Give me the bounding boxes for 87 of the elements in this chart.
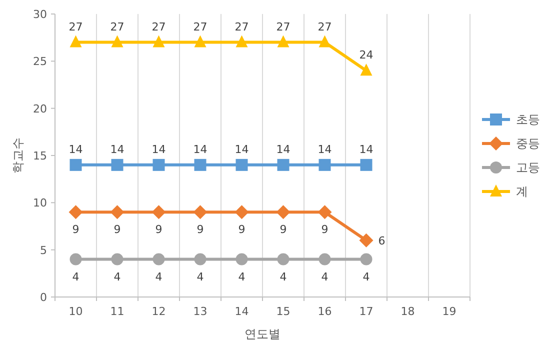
y-tick-label: 5 — [40, 244, 47, 257]
point — [236, 253, 248, 266]
x-tick-label: 13 — [193, 305, 208, 318]
data-label: 4 — [321, 270, 328, 284]
data-label: 9 — [238, 223, 246, 236]
data-label: 4 — [196, 270, 204, 284]
point — [70, 35, 82, 48]
legend-label: 중등 — [516, 136, 540, 150]
point — [70, 158, 82, 171]
point — [194, 35, 206, 48]
data-label: 14 — [193, 142, 208, 156]
point — [360, 64, 372, 76]
data-label: 14 — [234, 142, 249, 156]
y-tick-label: 10 — [33, 196, 47, 210]
point — [236, 35, 248, 48]
x-tick-label: 15 — [276, 305, 290, 318]
data-label: 4 — [114, 270, 121, 284]
data-label: 9 — [280, 223, 287, 236]
data-label: 14 — [276, 142, 290, 156]
y-tick-label: 0 — [40, 291, 47, 304]
point — [360, 158, 372, 171]
point — [318, 205, 332, 220]
y-tick-label: 25 — [33, 55, 47, 68]
data-label: 14 — [359, 142, 374, 156]
point — [194, 158, 206, 171]
data-label: 9 — [155, 223, 162, 236]
data-label: 27 — [276, 20, 290, 34]
data-label: 27 — [234, 20, 249, 34]
x-tick-label: 17 — [359, 305, 374, 318]
x-tick-label: 16 — [318, 305, 332, 318]
x-tick-label: 19 — [442, 305, 456, 318]
data-label: 14 — [110, 142, 124, 156]
x-tick-label: 18 — [400, 305, 415, 318]
point — [277, 35, 290, 48]
x-tick-label: 10 — [68, 305, 83, 318]
data-label: 4 — [280, 270, 287, 284]
point — [318, 158, 331, 171]
point — [318, 253, 331, 266]
x-axis-title: 연도별 — [244, 327, 280, 341]
data-label: 27 — [110, 20, 124, 34]
x-tick-label: 12 — [152, 305, 166, 318]
point — [152, 35, 165, 48]
point — [111, 253, 124, 266]
point — [360, 253, 372, 266]
data-label: 27 — [318, 20, 332, 34]
data-label: 9 — [114, 223, 121, 236]
data-label: 14 — [318, 142, 332, 156]
data-label: 27 — [152, 20, 166, 34]
point — [277, 158, 290, 171]
data-label: 24 — [359, 48, 374, 62]
legend-label: 계 — [516, 184, 528, 198]
point — [234, 205, 249, 220]
legend-label: 초등 — [516, 112, 540, 126]
point — [152, 205, 166, 220]
data-label: 4 — [238, 270, 246, 284]
point — [68, 205, 83, 220]
point — [236, 158, 248, 171]
data-label: 9 — [196, 223, 204, 236]
legend-label: 고등 — [516, 160, 540, 174]
point — [359, 233, 374, 248]
point — [193, 205, 208, 220]
point — [152, 253, 165, 266]
data-label: 9 — [72, 223, 80, 236]
point — [194, 253, 206, 266]
data-label: 27 — [68, 20, 83, 34]
x-tick-label: 14 — [234, 305, 249, 318]
point — [277, 253, 290, 266]
point — [70, 253, 82, 266]
data-label: 4 — [72, 270, 80, 284]
data-label: 4 — [362, 270, 370, 284]
data-label: 14 — [68, 142, 83, 156]
data-label: 27 — [193, 20, 208, 34]
x-tick-label: 11 — [110, 305, 124, 318]
point — [152, 158, 165, 171]
y-tick-label: 15 — [33, 150, 47, 162]
y-tick-label: 30 — [33, 8, 47, 21]
point — [110, 205, 124, 220]
point — [111, 158, 124, 171]
data-label: 4 — [155, 270, 162, 284]
point — [111, 35, 124, 48]
data-label: 9 — [321, 223, 328, 236]
data-label: 14 — [152, 142, 166, 156]
point — [318, 35, 331, 48]
y-tick-label: 20 — [33, 102, 47, 116]
data-label: 6 — [378, 234, 386, 248]
y-axis-title: 학교수 — [11, 138, 25, 174]
point — [276, 205, 290, 220]
